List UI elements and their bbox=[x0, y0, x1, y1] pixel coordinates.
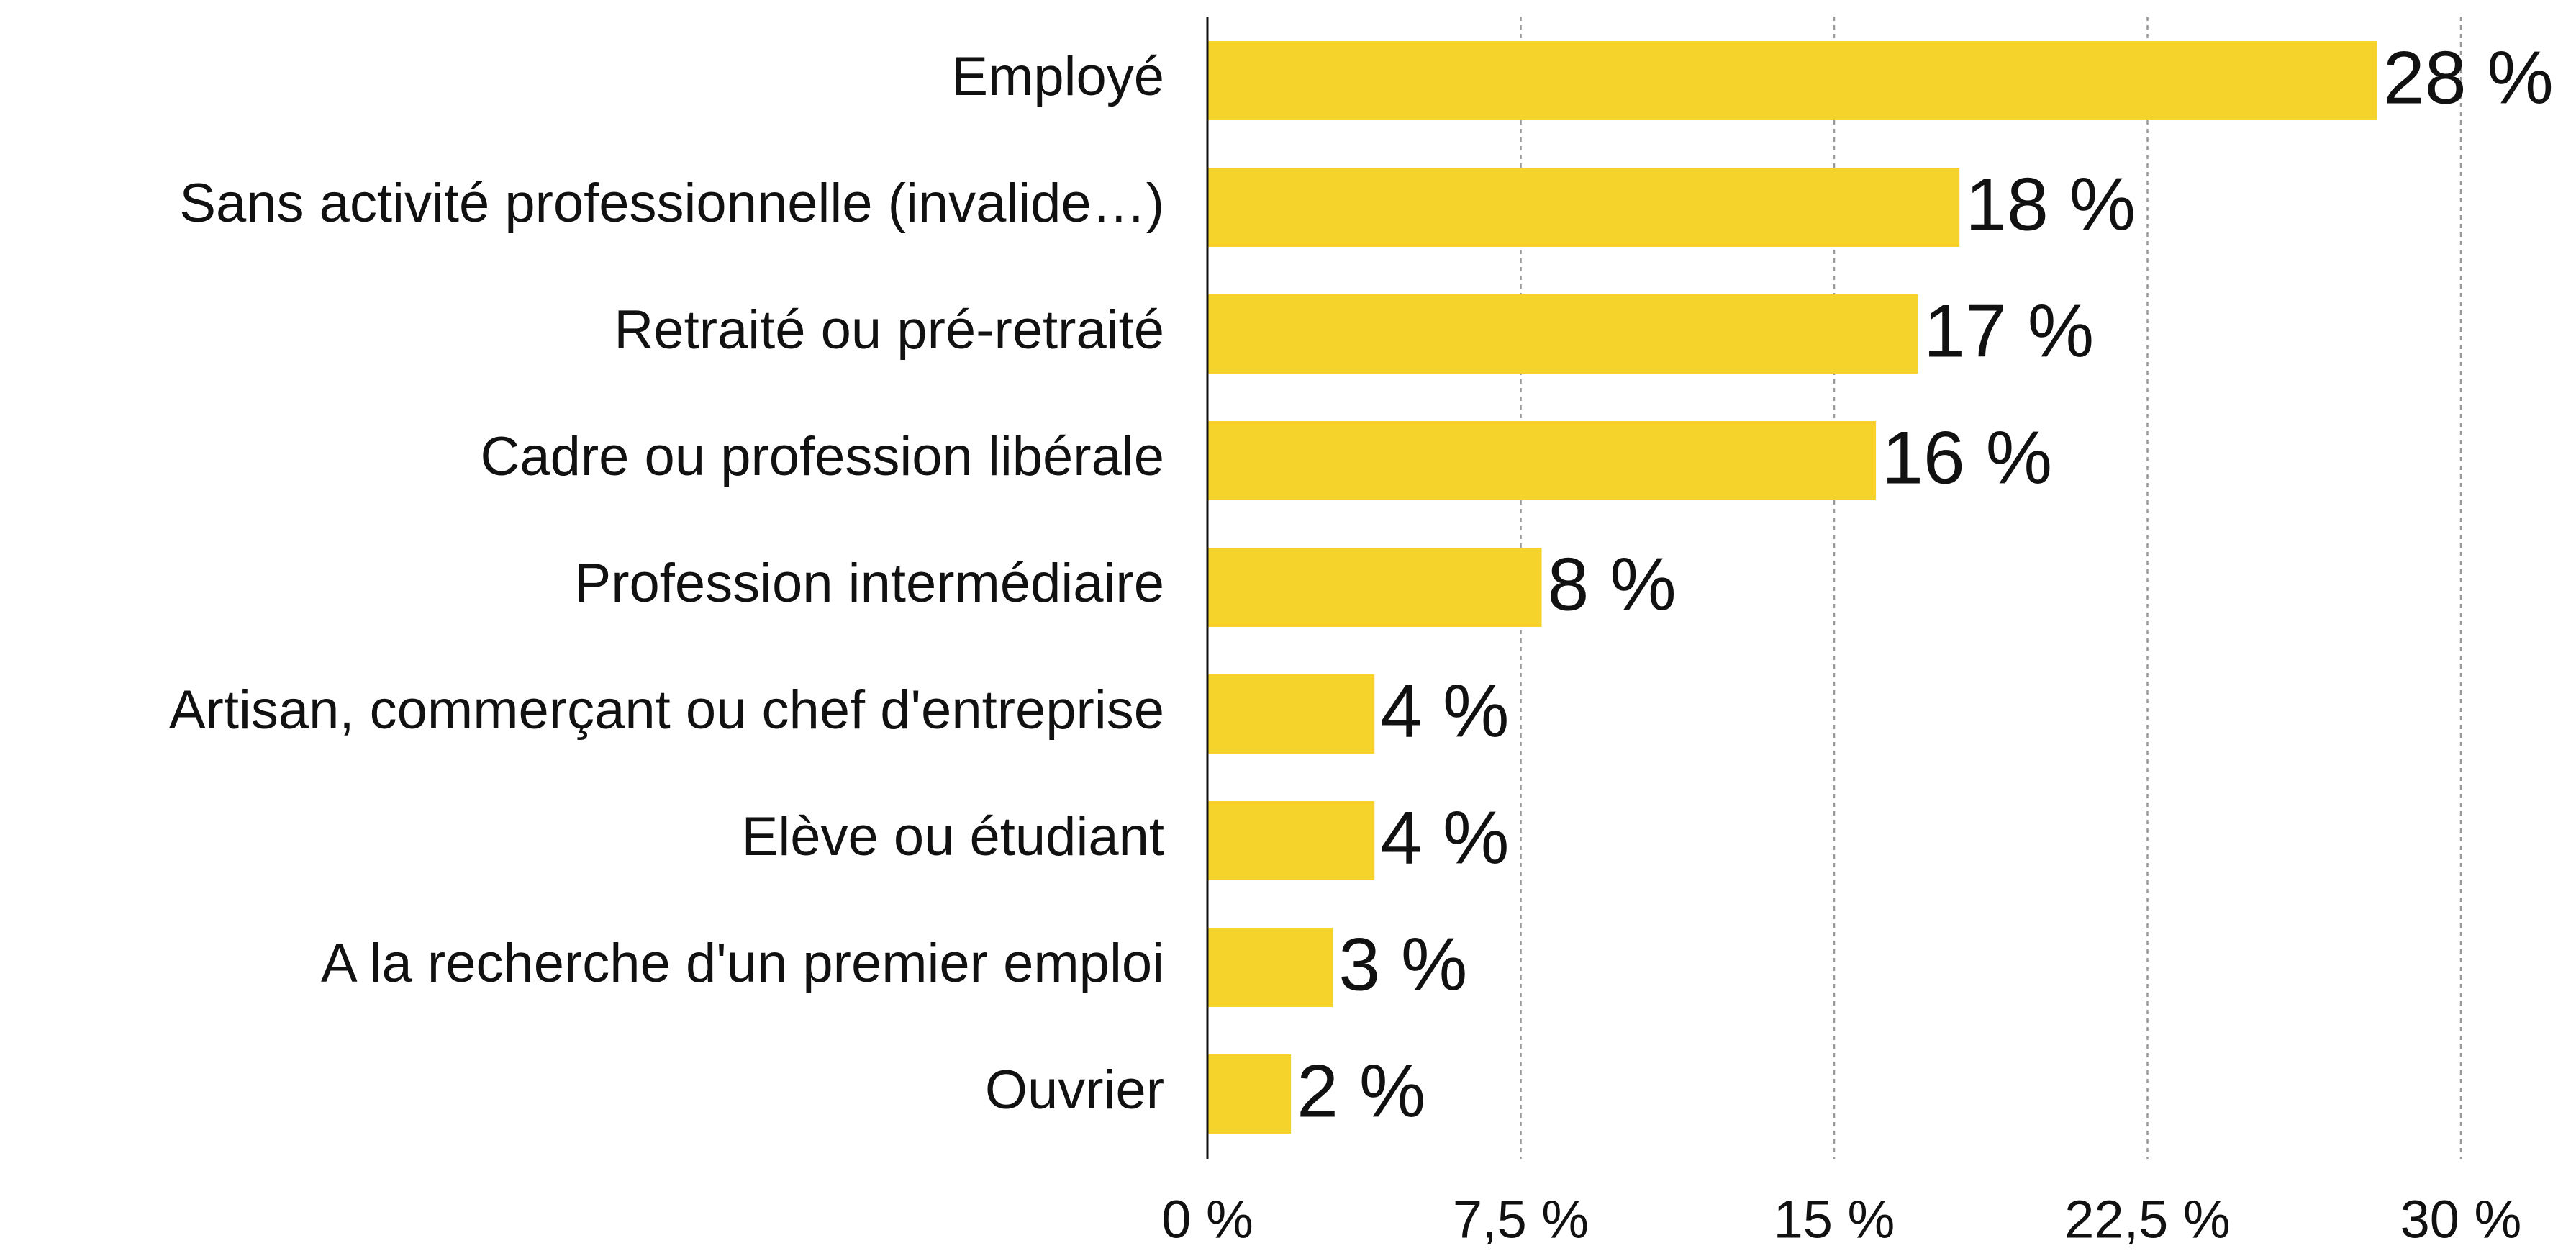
y-tick-label: A la recherche d'un premier emploi bbox=[321, 933, 1164, 994]
bar bbox=[1207, 801, 1375, 880]
y-tick-label: Sans activité professionnelle (invalide…… bbox=[179, 173, 1164, 234]
bar bbox=[1207, 294, 1918, 374]
bar bbox=[1207, 1054, 1292, 1134]
bar bbox=[1207, 168, 1960, 247]
value-label: 4 % bbox=[1380, 669, 1509, 753]
value-label: 18 % bbox=[1965, 163, 2136, 246]
x-tick-label: 22,5 % bbox=[2064, 1190, 2230, 1250]
y-tick-label: Artisan, commerçant ou chef d'entreprise bbox=[169, 679, 1164, 741]
bar bbox=[1207, 928, 1333, 1007]
y-tick-label: Retraité ou pré-retraité bbox=[614, 299, 1164, 361]
bar bbox=[1207, 674, 1375, 754]
value-label: 8 % bbox=[1548, 543, 1677, 626]
y-tick-label: Employé bbox=[951, 46, 1164, 107]
value-label: 28 % bbox=[2383, 36, 2554, 119]
bar bbox=[1207, 548, 1542, 627]
value-label: 3 % bbox=[1338, 923, 1467, 1006]
y-tick-label: Ouvrier bbox=[985, 1060, 1164, 1121]
value-label: 2 % bbox=[1297, 1049, 1425, 1133]
x-tick-label: 0 % bbox=[1161, 1190, 1253, 1250]
x-tick-label: 15 % bbox=[1774, 1190, 1895, 1250]
value-label: 4 % bbox=[1380, 796, 1509, 880]
value-label: 17 % bbox=[1923, 289, 2094, 373]
x-tick-label: 7,5 % bbox=[1453, 1190, 1589, 1250]
y-tick-label: Profession intermédiaire bbox=[575, 553, 1165, 614]
y-tick-label: Elève ou étudiant bbox=[742, 806, 1164, 867]
bar bbox=[1207, 41, 2377, 120]
bar bbox=[1207, 421, 1877, 500]
x-tick-label: 30 % bbox=[2400, 1190, 2522, 1250]
y-tick-label: Cadre ou profession libérale bbox=[480, 426, 1164, 487]
value-label: 16 % bbox=[1882, 416, 2052, 500]
